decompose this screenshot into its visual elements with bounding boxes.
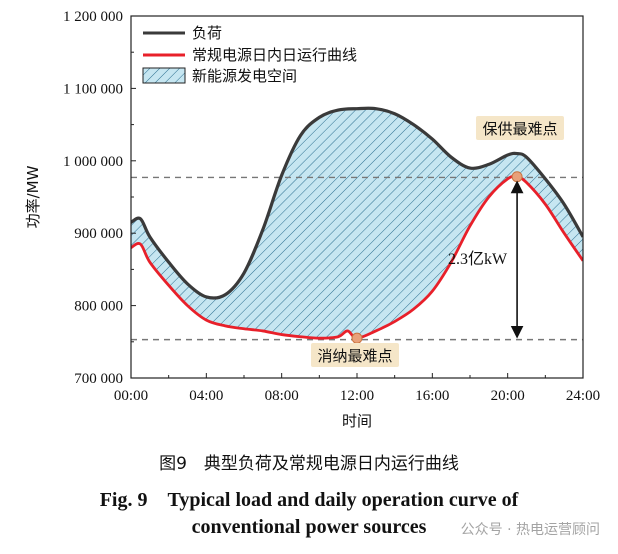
- x-tick-label: 00:00: [114, 388, 148, 404]
- series-line-load: [131, 106, 583, 300]
- x-tick-label: 08:00: [265, 388, 299, 404]
- label-peak-difficulty: 保供最难点: [476, 116, 564, 140]
- x-tick-label: 16:00: [415, 388, 449, 404]
- x-tick-label: 24:00: [566, 388, 600, 404]
- x-axis-title: 时间: [342, 412, 372, 430]
- chart-canvas: 00:00 04:00 08:00 12:00 16:00 20:00 24:00 700 0…: [24, 9, 600, 430]
- figure-caption-en-line1: Fig. 9 Typical load and daily operation …: [99, 489, 519, 511]
- y-tick-label: 700 000: [74, 371, 123, 387]
- peak-difficulty-marker: [511, 171, 523, 183]
- figure-caption-en-line2: conventional power sources: [191, 516, 427, 538]
- renewable-space-area: [131, 108, 583, 339]
- y-tick-label: 800 000: [74, 299, 123, 315]
- legend-label-conventional: 常规电源日内日运行曲线: [192, 46, 357, 64]
- x-tick-label: 04:00: [189, 388, 223, 404]
- legend-label-load: 负荷: [192, 24, 222, 42]
- legend: 负荷 常规电源日内日运行曲线 新能源发电空间: [142, 24, 357, 85]
- watermark-text: 公众号 · 热电运营顾问: [460, 522, 600, 538]
- y-tick-label: 1 000 000: [63, 154, 123, 170]
- legend-swatch-renewable: [142, 67, 186, 84]
- y-tick-label: 1 200 000: [63, 9, 123, 25]
- figure-caption-cn: 图9 典型负荷及常规电源日内运行曲线: [159, 454, 459, 474]
- gap-value-label: 2.3亿kW: [448, 250, 508, 268]
- label-peak-difficulty-text: 保供最难点: [482, 120, 557, 138]
- legend-label-renewable: 新能源发电空间: [192, 67, 297, 85]
- y-tick-label: 900 000: [74, 226, 123, 242]
- x-tick-label: 12:00: [340, 388, 374, 404]
- y-tick-label: 1 100 000: [63, 81, 123, 97]
- y-axis-title: 功率/MW: [24, 165, 42, 228]
- x-tick-label: 20:00: [491, 388, 525, 404]
- label-consumption-difficulty: 消纳最难点: [311, 343, 399, 367]
- label-consumption-difficulty-text: 消纳最难点: [317, 347, 392, 365]
- consumption-difficulty-marker: [351, 332, 363, 344]
